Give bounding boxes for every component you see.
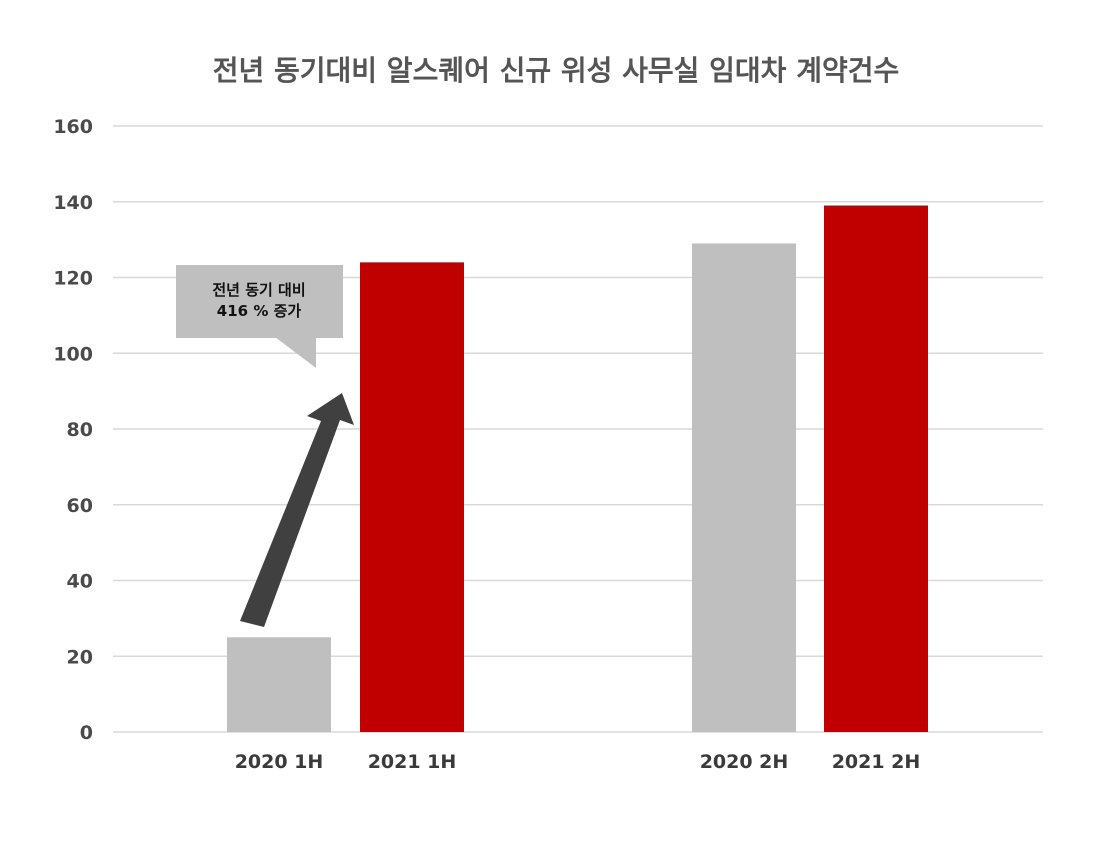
- y-tick-label: 160: [53, 116, 93, 138]
- x-tick-label: 2021 1H: [368, 751, 457, 773]
- y-tick-label: 140: [53, 192, 93, 214]
- x-axis-ticks: 2020 1H 2021 1H 2020 2H 2021 2H: [235, 751, 921, 773]
- bars: [227, 205, 928, 733]
- annotation: 전년 동기 대비 416 % 증가: [176, 265, 354, 627]
- bar: [692, 243, 796, 732]
- x-tick-label: 2021 2H: [832, 751, 921, 773]
- growth-arrow: [240, 393, 354, 627]
- y-tick-label: 20: [67, 646, 93, 668]
- bar: [360, 262, 464, 732]
- y-tick-label: 100: [53, 343, 93, 365]
- y-tick-label: 40: [67, 571, 93, 593]
- y-axis-ticks: 0 20 40 60 80 100 120 140 160: [53, 116, 93, 744]
- x-tick-label: 2020 2H: [700, 751, 789, 773]
- bar: [227, 637, 331, 732]
- y-tick-label: 120: [53, 268, 93, 290]
- bar: [824, 205, 928, 733]
- y-tick-label: 80: [67, 419, 93, 441]
- callout-box: [176, 265, 343, 338]
- y-tick-label: 0: [80, 722, 93, 744]
- callout-pointer: [275, 337, 316, 368]
- callout-label: 416 % 증가: [217, 302, 302, 320]
- x-tick-label: 2020 1H: [235, 751, 324, 773]
- y-tick-label: 60: [67, 495, 93, 517]
- chart-title: 전년 동기대비 알스퀘어 신규 위성 사무실 임대차 계약건수: [213, 54, 899, 87]
- callout-label: 전년 동기 대비: [212, 281, 305, 299]
